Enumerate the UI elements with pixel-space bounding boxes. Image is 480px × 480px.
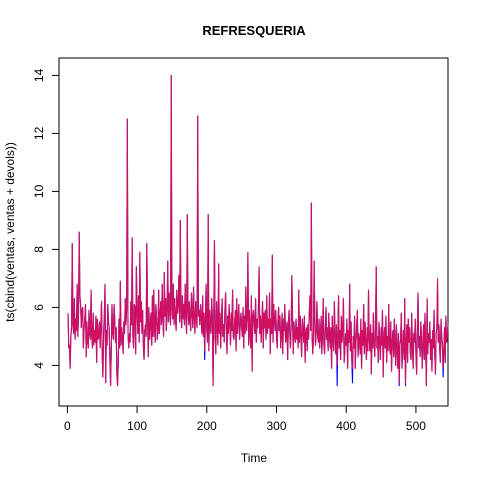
- x-axis-label: Time: [241, 451, 268, 465]
- y-tick-label: 12: [32, 126, 46, 140]
- y-tick-label: 14: [32, 68, 46, 82]
- series-line-2: [67, 74, 449, 387]
- series-layer: [67, 74, 449, 387]
- x-tick-label: 500: [406, 419, 426, 433]
- y-axis-label: ts(cbind(ventas, ventas + devols)): [3, 142, 17, 322]
- y-axis: 4 6 8 10 12 14: [32, 68, 60, 369]
- y-tick-label: 4: [32, 362, 46, 369]
- chart-title: REFRESQUERIA: [202, 23, 306, 38]
- x-tick-label: 400: [336, 419, 356, 433]
- y-tick-label: 8: [32, 246, 46, 253]
- x-axis: 0 100 200 300 400 500: [64, 405, 426, 433]
- y-tick-label: 6: [32, 304, 46, 311]
- x-tick-label: 200: [197, 419, 217, 433]
- x-tick-label: 100: [127, 419, 147, 433]
- x-tick-label: 300: [266, 419, 286, 433]
- y-tick-label: 10: [32, 184, 46, 198]
- x-tick-label: 0: [64, 419, 71, 433]
